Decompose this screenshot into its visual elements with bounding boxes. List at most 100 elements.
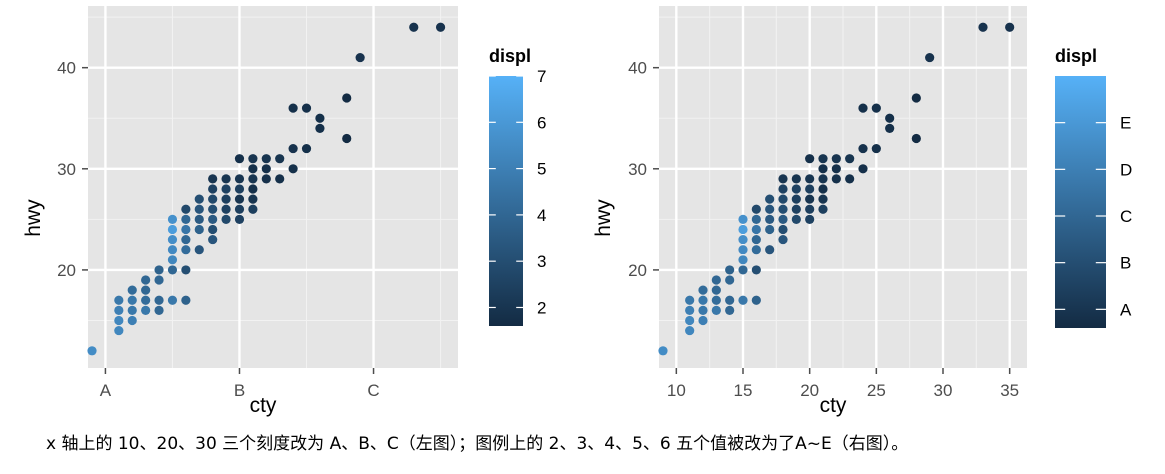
data-point — [181, 234, 191, 245]
data-point — [738, 255, 748, 265]
data-point — [248, 204, 258, 214]
data-point — [805, 194, 815, 204]
data-point — [805, 174, 815, 184]
data-point — [858, 143, 868, 154]
data-point — [208, 234, 218, 245]
legend-colorbar — [1055, 76, 1106, 328]
data-point — [234, 194, 245, 204]
data-point — [885, 113, 895, 123]
data-point — [791, 194, 801, 204]
data-point — [685, 325, 695, 336]
data-point — [221, 184, 231, 194]
data-point — [725, 305, 735, 315]
data-point — [765, 204, 775, 214]
y-tick-label: 20 — [57, 261, 76, 280]
data-point — [261, 154, 271, 164]
data-point — [301, 103, 312, 113]
data-point — [194, 245, 204, 255]
data-point — [181, 295, 191, 305]
chart-panel-1: A B C 20 30 40 cty hwy displ 2 3 4 5 6 7 — [22, 6, 546, 417]
data-point — [805, 184, 815, 194]
data-point — [711, 295, 721, 305]
data-point — [738, 224, 748, 235]
data-point — [315, 123, 325, 133]
data-point — [221, 194, 231, 204]
data-point — [221, 174, 231, 184]
data-point — [234, 184, 245, 194]
legend-colorbar — [489, 76, 523, 326]
data-point — [127, 315, 137, 326]
data-point — [791, 204, 801, 214]
data-point — [275, 174, 285, 184]
legend-label: 6 — [537, 113, 546, 132]
data-point — [805, 214, 815, 224]
data-point — [87, 346, 97, 356]
data-point — [248, 184, 258, 194]
data-point — [845, 174, 855, 184]
x-tick-label: 10 — [667, 381, 686, 400]
data-point — [791, 174, 801, 184]
legend-label: 3 — [537, 252, 546, 271]
legend-label: D — [1120, 160, 1132, 179]
data-point — [778, 174, 788, 184]
data-point — [288, 164, 298, 174]
data-point — [181, 214, 191, 224]
data-point — [738, 245, 748, 255]
data-point — [925, 52, 935, 63]
data-point — [871, 103, 881, 113]
data-point — [154, 305, 164, 315]
data-point — [261, 174, 271, 184]
data-point — [751, 265, 761, 275]
data-point — [778, 204, 788, 214]
data-point — [114, 325, 124, 336]
legend-label: 5 — [537, 160, 546, 179]
data-point — [725, 295, 735, 305]
data-point — [194, 214, 204, 224]
data-point — [871, 143, 881, 154]
data-point — [342, 93, 352, 103]
legend-label: A — [1120, 300, 1132, 319]
data-point — [685, 305, 695, 315]
chart-panel-2: 10 15 20 25 30 35 20 30 40 cty hwy displ A B C D E — [592, 6, 1132, 417]
data-point — [181, 224, 191, 235]
data-point — [751, 214, 761, 224]
data-point — [342, 133, 352, 144]
data-point — [845, 154, 855, 164]
data-point — [765, 245, 775, 255]
data-point — [301, 143, 312, 154]
data-point — [167, 255, 178, 265]
data-point — [738, 234, 748, 245]
data-point — [248, 174, 258, 184]
data-point — [818, 164, 828, 174]
data-point — [167, 214, 178, 224]
data-point — [315, 113, 325, 123]
data-point — [167, 265, 178, 275]
data-point — [751, 245, 761, 255]
data-point — [167, 295, 178, 305]
data-point — [751, 234, 761, 245]
data-point — [221, 204, 231, 214]
data-point — [1005, 22, 1015, 32]
data-point — [818, 194, 828, 204]
data-point — [208, 184, 218, 194]
data-point — [208, 204, 218, 214]
data-point — [818, 174, 828, 184]
data-point — [194, 224, 204, 235]
data-point — [127, 285, 137, 295]
legend-label: E — [1120, 114, 1131, 133]
data-point — [234, 214, 245, 224]
data-point — [831, 154, 841, 164]
y-tick-label: 30 — [57, 160, 76, 179]
data-point — [818, 154, 828, 164]
data-point — [698, 305, 708, 315]
data-point — [738, 265, 748, 275]
data-point — [221, 214, 231, 224]
data-point — [234, 204, 245, 214]
data-point — [778, 214, 788, 224]
data-point — [765, 194, 775, 204]
data-point — [167, 234, 178, 245]
legend-title: displ — [489, 46, 531, 66]
data-point — [818, 204, 828, 214]
data-point — [114, 315, 124, 326]
x-tick-label: C — [367, 381, 379, 400]
